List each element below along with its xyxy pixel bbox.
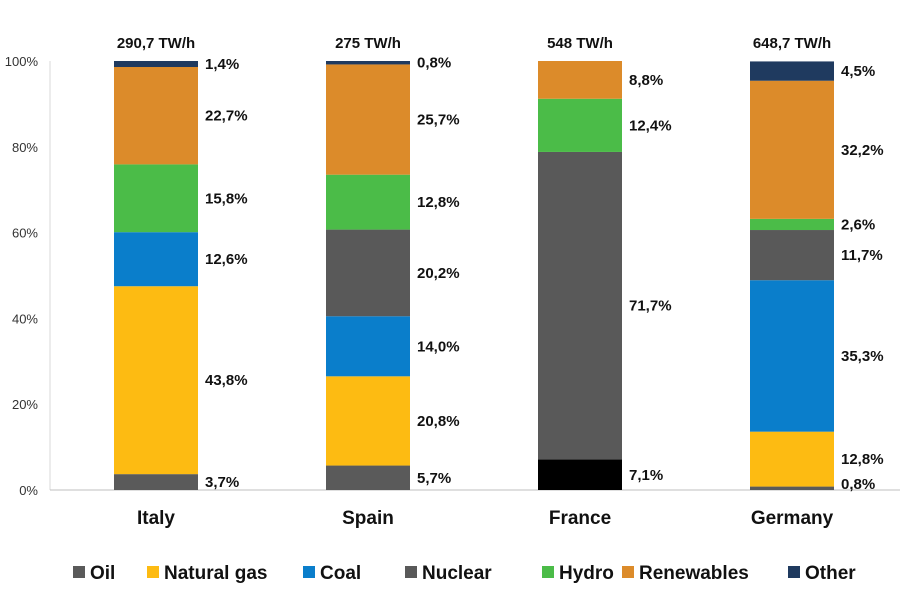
bar-segment-hydro (114, 164, 198, 233)
total-label: 275 TW/h (335, 35, 401, 52)
category-label: France (549, 508, 611, 529)
legend: Oil Natural gas Coal Nuclear Hydro Renewables… (73, 563, 856, 584)
bars-group (114, 61, 834, 490)
legend-swatch (147, 566, 159, 578)
data-label: 3,7% (205, 474, 239, 491)
data-label: 15,8% (205, 190, 248, 207)
bar-segment-other (114, 61, 198, 68)
bar-segment-oil (326, 465, 410, 490)
bar-segment-hydro (538, 98, 622, 152)
y-tick-label: 80% (12, 140, 38, 155)
bar-segment-hydro (326, 174, 410, 230)
legend-label: Coal (320, 563, 361, 584)
total-label: 290,7 TW/h (117, 35, 195, 52)
legend-label: Renewables (639, 563, 749, 584)
data-label: 22,7% (205, 108, 248, 125)
y-tick-label: 60% (12, 226, 38, 241)
bar-segment-hydro (750, 218, 834, 231)
data-label: 7,1% (629, 467, 663, 484)
data-label: 20,2% (417, 265, 460, 282)
bar-segment-nuclear (538, 151, 622, 460)
legend-label: Other (805, 563, 856, 584)
legend-swatch (788, 566, 800, 578)
data-label: 2,6% (841, 216, 875, 233)
data-label: 12,8% (417, 194, 460, 211)
y-tick-label: 20% (12, 397, 38, 412)
data-label: 14,0% (417, 338, 460, 355)
total-label: 548 TW/h (547, 35, 613, 52)
bar-segment-nuclear (750, 230, 834, 281)
data-labels-group: 3,7% 43,8% 12,6% 15,8% 22,7% 1,4% 290,7 TW/h It… (117, 35, 884, 529)
data-label: 12,4% (629, 117, 672, 134)
bar-segment-coal (114, 232, 198, 287)
legend-swatch (542, 566, 554, 578)
y-tick-label: 40% (12, 311, 38, 326)
legend-label: Nuclear (422, 563, 492, 584)
data-label: 0,8% (417, 55, 451, 72)
bar-segment-nuclear (326, 229, 410, 317)
data-label: 12,6% (205, 251, 248, 268)
bar-segment-coal (750, 280, 834, 432)
bar-segment-natural-gas (750, 431, 834, 487)
data-label: 32,2% (841, 142, 884, 159)
data-label: 0,8% (841, 476, 875, 493)
legend-swatch (622, 566, 634, 578)
data-label: 1,4% (205, 56, 239, 73)
data-label: 71,7% (629, 298, 672, 315)
bar-segment-natural-gas (114, 286, 198, 475)
total-label: 648,7 TW/h (753, 35, 831, 52)
data-label: 8,8% (629, 72, 663, 89)
legend-label: Natural gas (164, 563, 267, 584)
data-label: 12,8% (841, 451, 884, 468)
bar-segment-oil (750, 486, 834, 490)
data-label: 5,7% (417, 470, 451, 487)
data-label: 20,8% (417, 413, 460, 430)
bar-segment-other (750, 61, 834, 81)
bar-segment-renewables (114, 67, 198, 165)
data-label: 4,5% (841, 63, 875, 80)
y-tick-label: 0% (19, 483, 38, 498)
bar-segment-other (326, 61, 410, 65)
bar-segment-oil (538, 459, 622, 490)
category-label: Germany (751, 508, 834, 529)
legend-swatch (405, 566, 417, 578)
category-label: Spain (342, 508, 394, 529)
bar-segment-oil (114, 474, 198, 490)
bar-segment-coal (326, 316, 410, 377)
legend-swatch (303, 566, 315, 578)
data-label: 43,8% (205, 372, 248, 389)
category-label: Italy (137, 508, 175, 529)
legend-swatch (73, 566, 85, 578)
legend-label: Oil (90, 563, 115, 584)
bar-segment-renewables (750, 80, 834, 219)
y-tick-label: 100% (5, 54, 39, 69)
bar-segment-renewables (326, 64, 410, 175)
bar-segment-natural-gas (326, 376, 410, 466)
data-label: 35,3% (841, 348, 884, 365)
bar-segment-renewables (538, 61, 622, 99)
y-axis-ticks: 0% 20% 40% 60% 80% 100% (5, 54, 39, 498)
data-label: 25,7% (417, 112, 460, 129)
legend-label: Hydro (559, 563, 614, 584)
data-label: 11,7% (841, 247, 883, 264)
